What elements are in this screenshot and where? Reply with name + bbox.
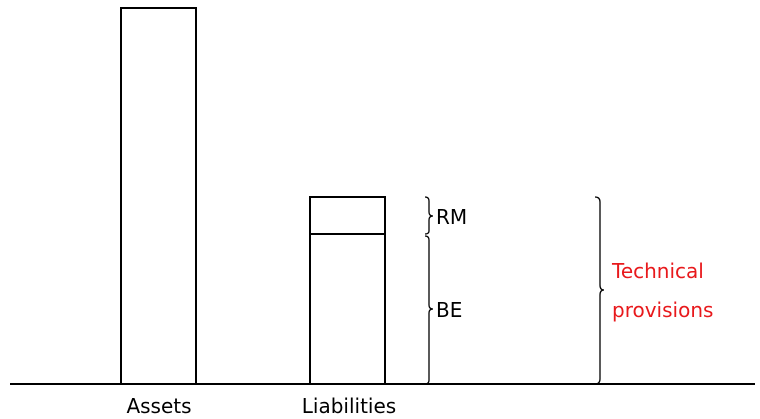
assets-bar [120, 7, 197, 385]
rm-label: RM [436, 205, 467, 229]
rm-brace [424, 196, 434, 235]
liabilities-label: Liabilities [302, 394, 396, 418]
technical-provisions-label-line1: Technical [611, 259, 704, 283]
assets-label: Assets [126, 394, 191, 418]
technical-provisions-brace [594, 196, 605, 385]
technical-provisions-label-line2: provisions [612, 298, 713, 322]
be-label: BE [436, 298, 462, 322]
be-brace [424, 235, 434, 385]
liabilities-bar [309, 196, 386, 385]
